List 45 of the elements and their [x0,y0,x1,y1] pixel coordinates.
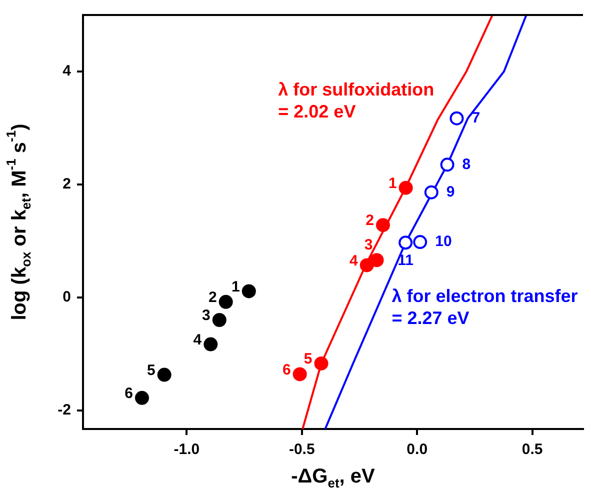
annotation: 6 [282,361,291,378]
point [413,235,428,250]
annotation: 6 [124,385,133,402]
x-tick-label: 0.0 [406,441,428,458]
series-label: λ for sulfoxidation = 2.02 eV [278,79,434,122]
y-tick-label: -2 [58,402,71,418]
text: log (kox or ket, M-1 s-1) [4,124,34,320]
x-tick-label: -0.5 [288,441,315,458]
annotation: 10 [435,233,452,250]
annotation: 5 [304,350,312,368]
annotation: 3 [364,236,373,254]
y-tick-label: 0 [62,288,71,306]
point [134,390,149,405]
annotation: 9 [446,183,455,200]
point [157,368,172,382]
point [212,312,226,327]
y-tick-label: 2 [62,176,71,193]
annotation: 5 [146,362,156,379]
x-tick-label: 0.5 [522,441,543,458]
point [376,218,390,232]
point [370,253,384,268]
point [218,294,233,309]
point [314,356,328,370]
series-label: λ for electron transfer = 2.27 eV [392,286,578,328]
annotation: 8 [462,156,471,173]
point [204,337,218,352]
x-tick-label: -1.0 [174,441,200,458]
point [440,158,454,172]
annotation: 2 [208,289,217,306]
annotation: 2 [366,212,374,230]
annotation: 7 [472,110,480,126]
point [398,236,413,250]
point [398,180,413,195]
point [360,258,374,272]
annotation: 4 [350,252,359,270]
y-tick-label: 4 [62,62,72,80]
annotation: 11 [398,252,414,269]
annotation: 3 [202,307,210,324]
annotation: 4 [193,331,202,348]
point [424,185,438,200]
annotation: 1 [388,174,397,192]
point [242,284,256,298]
point [450,111,464,126]
point [292,367,307,382]
annotation: 1 [232,278,240,296]
